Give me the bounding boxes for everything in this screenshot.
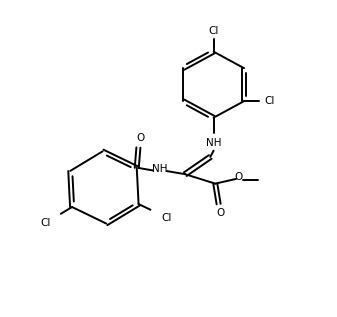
Text: O: O <box>216 209 224 218</box>
Text: NH: NH <box>206 138 221 148</box>
Text: O: O <box>136 133 144 143</box>
Text: Cl: Cl <box>264 96 274 106</box>
Text: Cl: Cl <box>208 26 219 36</box>
Text: O: O <box>235 172 243 182</box>
Text: Cl: Cl <box>40 218 51 228</box>
Text: NH: NH <box>152 165 168 174</box>
Text: Cl: Cl <box>161 213 172 223</box>
